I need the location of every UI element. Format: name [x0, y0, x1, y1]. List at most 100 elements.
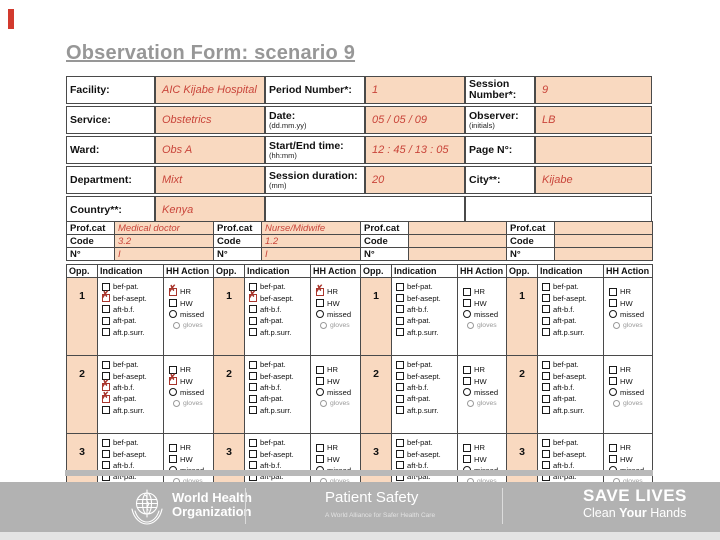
checkbox-bef-asept[interactable]	[542, 372, 550, 381]
prof-code-value-g1[interactable]: 3.2	[114, 234, 214, 248]
checkbox-aft-b-f[interactable]	[396, 305, 404, 314]
checkbox-aft-pat[interactable]	[102, 316, 110, 325]
checkbox-bef-pat[interactable]	[542, 282, 550, 291]
observer-value[interactable]: LB	[535, 106, 652, 134]
checkbox-aft-p-surr[interactable]	[102, 406, 110, 415]
radio-missed[interactable]	[316, 310, 324, 319]
start-end-time-value[interactable]: 12 : 45 / 13 : 05	[365, 136, 465, 164]
radio-missed[interactable]	[609, 388, 617, 397]
checkbox-aft-p-surr[interactable]	[249, 406, 257, 415]
checkbox-hr[interactable]	[463, 365, 471, 374]
checkbox-bef-asept[interactable]	[396, 372, 404, 381]
checkbox-hw[interactable]	[609, 455, 617, 464]
radio-missed[interactable]	[463, 310, 471, 319]
country-value[interactable]: Kenya	[155, 196, 265, 224]
checkbox-bef-pat[interactable]	[249, 360, 257, 369]
checkbox-hw[interactable]	[169, 299, 177, 308]
city-value[interactable]: Kijabe	[535, 166, 652, 194]
checkbox-bef-pat[interactable]	[249, 438, 257, 447]
radio-missed[interactable]	[316, 388, 324, 397]
checkbox-hw[interactable]	[609, 299, 617, 308]
radio-gloves[interactable]	[173, 321, 180, 329]
checkbox-hr[interactable]	[315, 285, 324, 296]
checkbox-hw[interactable]	[609, 377, 617, 386]
session-duration-value[interactable]: 20	[365, 166, 465, 194]
department-value[interactable]: Mixt	[155, 166, 265, 194]
radio-gloves[interactable]	[320, 399, 327, 407]
checkbox-aft-p-surr[interactable]	[396, 406, 404, 415]
checkbox-hr[interactable]	[463, 443, 471, 452]
checkbox-hr[interactable]	[316, 365, 324, 374]
radio-missed[interactable]	[463, 388, 471, 397]
checkbox-aft-pat[interactable]	[542, 316, 550, 325]
checkbox-hw[interactable]	[463, 455, 471, 464]
prof-cat-value-g4[interactable]	[554, 221, 653, 235]
checkbox-hr[interactable]	[609, 443, 617, 452]
checkbox-aft-p-surr[interactable]	[542, 406, 550, 415]
radio-missed[interactable]	[169, 388, 177, 397]
checkbox-hr[interactable]	[316, 443, 324, 452]
checkbox-bef-pat[interactable]	[396, 282, 404, 291]
checkbox-aft-pat[interactable]	[396, 394, 404, 403]
radio-missed[interactable]	[169, 310, 177, 319]
period-number-value[interactable]: 1	[365, 76, 465, 104]
checkbox-hr[interactable]	[168, 285, 177, 296]
checkbox-aft-b-f[interactable]	[542, 461, 550, 470]
checkbox-aft-p-surr[interactable]	[249, 328, 257, 337]
checkbox-aft-b-f[interactable]	[542, 383, 550, 392]
checkbox-bef-asept[interactable]	[249, 450, 257, 459]
checkbox-hr[interactable]	[609, 287, 617, 296]
prof-cat-value-g2[interactable]: Nurse/Midwife	[261, 221, 361, 235]
checkbox-aft-p-surr[interactable]	[102, 328, 110, 337]
prof-code-value-g4[interactable]	[554, 234, 653, 248]
radio-gloves[interactable]	[467, 321, 474, 329]
checkbox-hr[interactable]	[169, 443, 177, 452]
checkbox-hr[interactable]	[609, 365, 617, 374]
checkbox-hw[interactable]	[316, 377, 324, 386]
checkbox-aft-pat[interactable]	[249, 316, 257, 325]
checkbox-aft-p-surr[interactable]	[396, 328, 404, 337]
checkbox-hw[interactable]	[169, 455, 177, 464]
checkbox-bef-asept[interactable]	[248, 291, 257, 303]
checkbox-aft-b-f[interactable]	[396, 461, 404, 470]
prof-n-value-g4[interactable]	[554, 247, 653, 261]
checkbox-aft-pat[interactable]	[542, 394, 550, 403]
ward-value[interactable]: Obs A	[155, 136, 265, 164]
checkbox-aft-b-f[interactable]	[102, 305, 110, 314]
checkbox-hr[interactable]	[463, 287, 471, 296]
prof-n-value-g2[interactable]: I	[261, 247, 361, 261]
checkbox-bef-asept[interactable]	[396, 294, 404, 303]
prof-n-value-g1[interactable]: I	[114, 247, 214, 261]
checkbox-bef-asept[interactable]	[102, 450, 110, 459]
checkbox-bef-pat[interactable]	[396, 360, 404, 369]
radio-gloves[interactable]	[613, 399, 620, 407]
checkbox-hw[interactable]	[316, 299, 324, 308]
facility-value[interactable]: AIC Kijabe Hospital	[155, 76, 265, 104]
checkbox-bef-asept[interactable]	[542, 450, 550, 459]
checkbox-bef-pat[interactable]	[102, 438, 110, 447]
checkbox-aft-p-surr[interactable]	[542, 328, 550, 337]
checkbox-bef-asept[interactable]	[101, 291, 110, 303]
radio-gloves[interactable]	[173, 399, 180, 407]
checkbox-bef-pat[interactable]	[102, 360, 110, 369]
date-value[interactable]: 05 / 05 / 09	[365, 106, 465, 134]
prof-code-value-g3[interactable]	[408, 234, 507, 248]
radio-missed[interactable]	[609, 310, 617, 319]
checkbox-bef-pat[interactable]	[542, 438, 550, 447]
checkbox-bef-pat[interactable]	[396, 438, 404, 447]
checkbox-aft-b-f[interactable]	[542, 305, 550, 314]
checkbox-bef-asept[interactable]	[249, 372, 257, 381]
checkbox-aft-pat[interactable]	[249, 394, 257, 403]
checkbox-hw[interactable]	[463, 299, 471, 308]
prof-code-value-g2[interactable]: 1.2	[261, 234, 361, 248]
checkbox-hw[interactable]	[168, 374, 177, 386]
checkbox-aft-b-f[interactable]	[102, 461, 110, 470]
service-value[interactable]: Obstetrics	[155, 106, 265, 134]
radio-gloves[interactable]	[320, 321, 327, 329]
session-number-value[interactable]: 9	[535, 76, 652, 104]
radio-gloves[interactable]	[467, 399, 474, 407]
checkbox-bef-pat[interactable]	[542, 360, 550, 369]
prof-cat-value-g1[interactable]: Medical doctor	[114, 221, 214, 235]
checkbox-aft-b-f[interactable]	[396, 383, 404, 392]
checkbox-aft-b-f[interactable]	[249, 461, 257, 470]
